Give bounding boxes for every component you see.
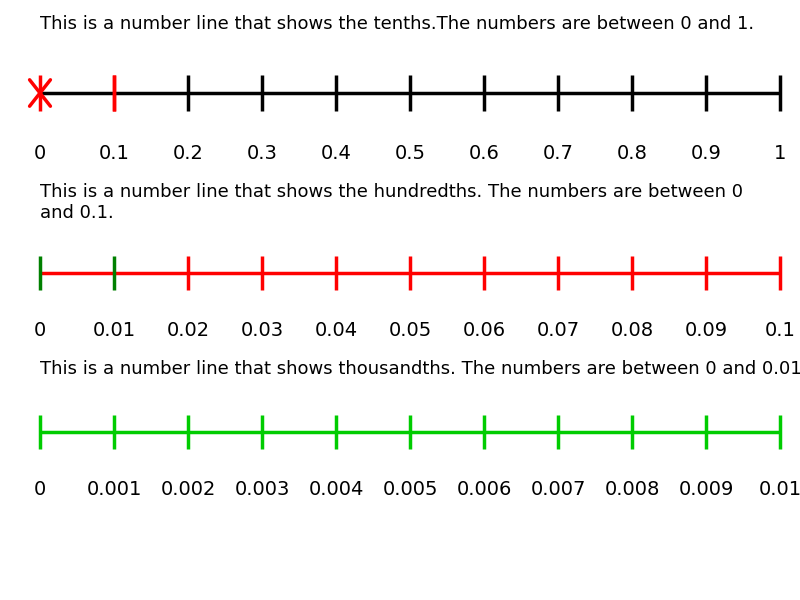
Text: This is a number line that shows the hundredths. The numbers are between 0
and 0: This is a number line that shows the hun…	[40, 183, 743, 222]
Text: 0.1: 0.1	[98, 144, 130, 163]
Text: 0.001: 0.001	[86, 480, 142, 499]
Text: 0.009: 0.009	[678, 480, 734, 499]
Text: 1: 1	[774, 144, 786, 163]
Text: 0.003: 0.003	[234, 480, 290, 499]
Text: 0: 0	[34, 144, 46, 163]
Text: 0.04: 0.04	[314, 321, 358, 340]
Text: 0.07: 0.07	[537, 321, 579, 340]
Text: 0.01: 0.01	[93, 321, 135, 340]
Text: 0.007: 0.007	[530, 480, 586, 499]
Text: 0.03: 0.03	[241, 321, 283, 340]
Text: 0.002: 0.002	[160, 480, 216, 499]
Text: 0.004: 0.004	[308, 480, 364, 499]
Text: This is a number line that shows thousandths. The numbers are between 0 and 0.01: This is a number line that shows thousan…	[40, 360, 800, 378]
Text: This is a number line that shows the tenths.The numbers are between 0 and 1.: This is a number line that shows the ten…	[40, 15, 754, 33]
Text: 0.7: 0.7	[542, 144, 574, 163]
Text: 0.005: 0.005	[382, 480, 438, 499]
Text: 0.01: 0.01	[758, 480, 800, 499]
Text: 0.008: 0.008	[604, 480, 660, 499]
Text: 0.2: 0.2	[173, 144, 203, 163]
Text: 0.006: 0.006	[456, 480, 512, 499]
Text: 0.4: 0.4	[321, 144, 351, 163]
Text: 0.06: 0.06	[462, 321, 506, 340]
Text: 0.02: 0.02	[166, 321, 210, 340]
Text: 0.5: 0.5	[394, 144, 426, 163]
Text: 0.08: 0.08	[610, 321, 654, 340]
Text: 0.09: 0.09	[685, 321, 727, 340]
Text: 0.6: 0.6	[469, 144, 499, 163]
Text: 0.9: 0.9	[690, 144, 722, 163]
Text: 0: 0	[34, 321, 46, 340]
Text: 0.05: 0.05	[388, 321, 432, 340]
Text: 0.1: 0.1	[765, 321, 795, 340]
Text: 0.3: 0.3	[246, 144, 278, 163]
Text: 0: 0	[34, 480, 46, 499]
Text: 0.8: 0.8	[617, 144, 647, 163]
